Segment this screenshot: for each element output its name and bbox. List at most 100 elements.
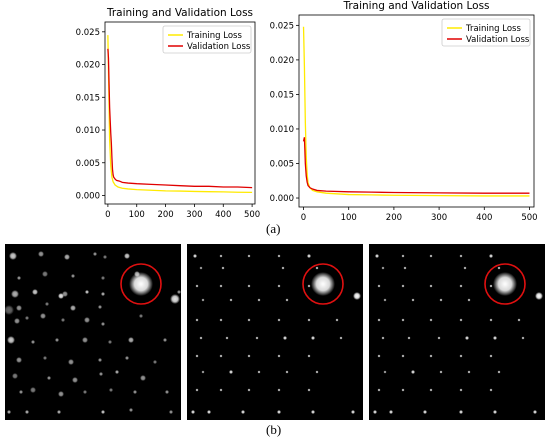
diffraction-spot xyxy=(459,388,463,392)
diffraction-spot xyxy=(377,284,381,288)
diffraction-spot xyxy=(109,388,113,392)
diffraction-spot xyxy=(195,284,199,288)
diffraction-spot xyxy=(71,274,75,278)
diffraction-spot xyxy=(139,314,143,318)
diffraction-spot xyxy=(219,388,223,392)
diffraction-spot xyxy=(7,410,11,414)
diffraction-spot xyxy=(115,370,119,374)
chart-left-ytick-label: 0.015 xyxy=(76,93,100,103)
diffraction-spot xyxy=(125,356,129,360)
diffraction-spot xyxy=(84,317,90,323)
diffraction-spot xyxy=(98,305,102,309)
diffraction-image-1 xyxy=(5,244,181,420)
diffraction-spot xyxy=(70,305,76,311)
diffraction-spot xyxy=(283,336,287,340)
diffraction-spot xyxy=(307,318,311,322)
diffraction-spot xyxy=(101,292,105,296)
diffraction-spot xyxy=(247,318,251,322)
diffraction-spot xyxy=(285,370,289,374)
diffraction-spot xyxy=(459,284,463,288)
diffraction-spot xyxy=(389,410,393,414)
diffraction-spot xyxy=(38,251,44,257)
diffraction-spot xyxy=(277,284,281,288)
diffraction-spot xyxy=(108,340,112,344)
diffraction-spot xyxy=(219,284,223,288)
chart-right-title: Training and Validation Loss xyxy=(342,0,489,12)
diffraction-spot xyxy=(225,336,229,340)
diffraction-spot xyxy=(489,354,493,358)
diffraction-spot xyxy=(315,370,319,374)
diffraction-spot xyxy=(68,359,74,365)
chart-right-xtick-label: 500 xyxy=(521,213,537,223)
chart-left-legend-label-0: Training Loss xyxy=(186,31,242,41)
diffraction-spot xyxy=(129,408,133,412)
diffraction-spot xyxy=(517,318,521,322)
diffraction-spot xyxy=(533,410,537,414)
diffraction-spot xyxy=(439,298,443,302)
diffraction-spot xyxy=(277,388,281,392)
diffraction-spot xyxy=(277,318,281,322)
diffraction-spot xyxy=(459,410,463,414)
diffraction-spot xyxy=(32,289,38,295)
diffraction-spot xyxy=(19,390,23,394)
diffraction-spot xyxy=(31,340,35,344)
chart-left-xtick-label: 500 xyxy=(244,210,260,220)
diffraction-spot xyxy=(85,290,89,294)
diffraction-spot xyxy=(497,266,501,270)
diffraction-spot xyxy=(459,318,463,322)
diffraction-spot xyxy=(16,357,22,363)
diffraction-spot xyxy=(57,410,61,414)
diffraction-spot xyxy=(277,410,281,414)
diffraction-spot xyxy=(403,266,407,270)
diffraction-spot xyxy=(257,370,261,374)
chart-right-legend xyxy=(441,18,531,47)
diffraction-spot xyxy=(247,354,251,358)
diffraction-spot xyxy=(128,337,134,343)
chart-left-ytick-label: 0.020 xyxy=(76,61,100,71)
diffraction-spot xyxy=(311,410,315,414)
diffraction-spot xyxy=(377,354,381,358)
diffraction-spot xyxy=(221,266,225,270)
diffraction-spot xyxy=(489,388,493,392)
diffraction-spot xyxy=(307,284,311,288)
diffraction-spot xyxy=(429,354,433,358)
chart-right-ytick-label: 0.020 xyxy=(270,56,294,66)
central-spot xyxy=(129,272,153,296)
diffraction-spot xyxy=(42,271,48,277)
diffraction-spot xyxy=(153,360,157,364)
diffraction-spot xyxy=(25,410,29,414)
diffraction-spot xyxy=(493,336,497,340)
chart-left-ytick-label: 0.025 xyxy=(76,28,100,38)
diffraction-spot xyxy=(72,377,78,383)
diffraction-spot xyxy=(489,254,493,258)
diffraction-spot xyxy=(195,318,199,322)
diffraction-spot xyxy=(307,254,311,258)
diffraction-spot xyxy=(401,354,405,358)
diffraction-spot xyxy=(277,254,281,258)
chart-right-series-0 xyxy=(302,26,530,197)
diffraction-spot xyxy=(383,370,387,374)
diffraction-spot xyxy=(101,322,105,326)
chart-right-ytick-label: 0.005 xyxy=(270,159,294,169)
diffraction-spot xyxy=(43,356,47,360)
diffraction-spot xyxy=(58,391,64,397)
central-spot xyxy=(493,272,517,296)
diffraction-spot xyxy=(229,298,233,302)
diffraction-spot xyxy=(83,390,87,394)
diffraction-spot xyxy=(170,294,180,304)
diffraction-spot xyxy=(459,354,463,358)
diffraction-spot xyxy=(12,373,18,379)
diffraction-spot xyxy=(193,254,197,258)
chart-left-legend xyxy=(162,25,252,54)
diffraction-spot xyxy=(521,336,525,340)
chart-right-legend-label-1: Validation Loss xyxy=(466,35,530,45)
diffraction-spot xyxy=(5,305,14,315)
highlight-circle xyxy=(120,263,162,305)
diffraction-spot xyxy=(199,266,203,270)
diffraction-spot xyxy=(353,292,361,300)
diffraction-spot xyxy=(277,354,281,358)
diffraction-spot xyxy=(465,336,469,340)
diffraction-spot xyxy=(62,291,68,297)
diffraction-spot xyxy=(133,390,137,394)
diffraction-spot xyxy=(383,298,387,302)
